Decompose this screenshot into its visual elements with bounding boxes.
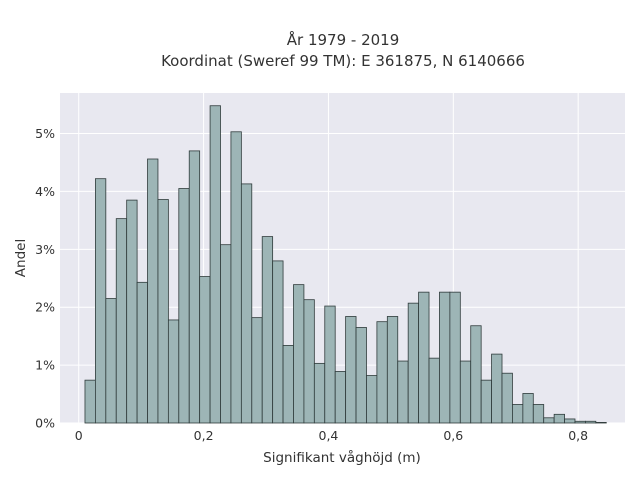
y-tick-label: 3% [35,242,55,257]
histogram-bar [397,360,409,424]
histogram-bar [355,327,367,424]
y-axis-label: Andel [13,239,29,277]
histogram-bar [386,316,399,424]
histogram-bar [470,325,482,424]
histogram-bar [293,284,305,424]
histogram-bars [84,105,607,424]
histogram-bar [178,188,190,424]
histogram-bar [334,371,347,424]
chart-subtitle: Koordinat (Sweref 99 TM): E 361875, N 61… [161,52,525,70]
histogram-bar [585,420,597,424]
histogram-bar [167,319,180,424]
x-tick-label: 0,4 [319,428,339,443]
histogram-bar [439,291,451,424]
histogram-bar [240,183,253,424]
histogram-bar [512,404,524,424]
y-tick-label: 4% [35,184,55,199]
histogram-bar [303,299,315,424]
histogram-bar [407,302,420,424]
histogram-bar [282,345,294,424]
histogram-bar [188,150,201,424]
histogram-bar [199,276,211,424]
histogram-bar [251,317,263,424]
histogram-bar [324,305,336,424]
y-tick-label: 2% [35,300,55,315]
histogram-bar [126,199,138,424]
y-tick-label: 0% [35,416,55,431]
x-axis-ticks: 0 0,2 0,4 0,6 0,8 [75,428,588,443]
histogram-bar [480,379,492,424]
x-tick-label: 0 [75,428,83,443]
histogram-bar [345,316,357,424]
histogram-bar [366,375,378,424]
histogram-bar [84,379,96,424]
histogram-bar [147,158,159,424]
histogram-bar [574,420,586,424]
histogram-bar [522,393,534,424]
histogram-bar [449,291,461,424]
x-tick-label: 0,6 [443,428,463,443]
histogram-bar [564,418,576,424]
x-tick-label: 0,8 [568,428,588,443]
histogram-bar [491,353,503,424]
y-tick-label: 1% [35,358,55,373]
x-tick-label: 0,2 [194,428,214,443]
x-axis-label: Signifikant våghöjd (m) [263,449,421,466]
histogram-bar [553,413,565,424]
chart-title: År 1979 - 2019 [287,30,400,49]
histogram-bar [261,236,274,424]
histogram-bar [220,244,232,424]
histogram-bar [313,362,326,424]
histogram-bar [230,131,242,424]
histogram-bar [459,360,472,424]
histogram-bar [543,417,555,424]
y-axis-ticks: 0% 1% 2% 3% 4% 5% [35,126,55,430]
histogram-bar [532,404,545,424]
histogram-bar [94,178,107,424]
histogram-bar [501,372,513,424]
histogram-bar [115,218,128,424]
histogram-bar [157,199,169,424]
histogram-bar [418,291,430,424]
histogram-bar [595,422,607,424]
histogram-bar [136,281,148,424]
histogram-bar [272,260,284,424]
histogram-bar [105,298,117,424]
histogram-bar [376,321,388,424]
histogram-bar [428,357,440,424]
y-tick-label: 5% [35,126,55,141]
histogram-bar [209,105,221,424]
